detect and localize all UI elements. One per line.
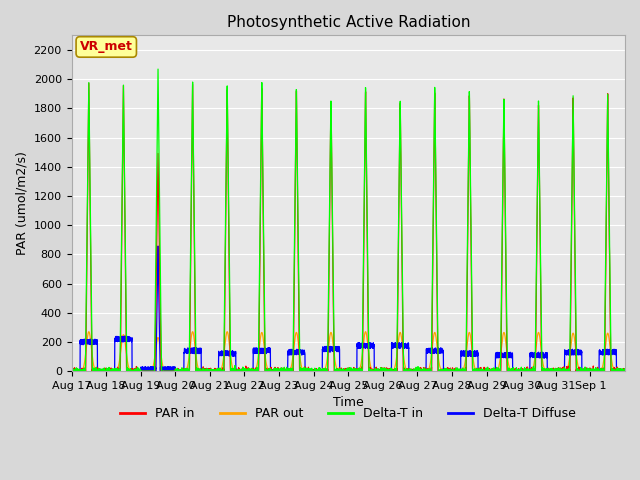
Delta-T Diffuse: [182, 349, 190, 355]
PAR out: [621, 368, 629, 374]
Line: Delta-T Diffuse: Delta-T Diffuse: [72, 246, 625, 371]
Legend: PAR in, PAR out, Delta-T in, Delta-T Diffuse: PAR in, PAR out, Delta-T in, Delta-T Dif…: [115, 402, 581, 425]
Delta-T in: [621, 368, 629, 374]
Delta-T in: [542, 368, 550, 374]
Delta-T Diffuse: [399, 346, 406, 351]
Y-axis label: PAR (umol/m2/s): PAR (umol/m2/s): [15, 151, 28, 255]
PAR out: [541, 368, 549, 373]
PAR out: [500, 330, 508, 336]
X-axis label: Time: Time: [333, 396, 364, 409]
Delta-T Diffuse: [68, 368, 76, 373]
Delta-T in: [154, 66, 162, 72]
Delta-T in: [182, 368, 190, 373]
Delta-T in: [500, 121, 508, 127]
PAR out: [85, 329, 93, 335]
Line: Delta-T in: Delta-T in: [72, 69, 625, 371]
Text: VR_met: VR_met: [80, 40, 132, 53]
PAR in: [542, 368, 550, 374]
Line: PAR out: PAR out: [72, 332, 625, 371]
PAR in: [85, 81, 93, 86]
Delta-T in: [527, 367, 535, 372]
PAR in: [399, 313, 406, 319]
Delta-T Diffuse: [527, 352, 535, 358]
Delta-T Diffuse: [500, 353, 508, 359]
Delta-T in: [68, 368, 76, 374]
PAR in: [182, 368, 190, 374]
PAR out: [527, 368, 535, 373]
PAR out: [399, 344, 406, 349]
PAR in: [527, 368, 535, 374]
PAR in: [68, 368, 76, 374]
Delta-T in: [399, 288, 406, 294]
Title: Photosynthetic Active Radiation: Photosynthetic Active Radiation: [227, 15, 470, 30]
PAR in: [68, 366, 76, 372]
PAR out: [369, 368, 377, 373]
PAR in: [500, 122, 508, 128]
Delta-T in: [68, 367, 76, 373]
PAR out: [182, 367, 190, 372]
Delta-T Diffuse: [621, 368, 629, 374]
PAR in: [621, 368, 629, 374]
Delta-T Diffuse: [369, 341, 377, 347]
Line: PAR in: PAR in: [72, 84, 625, 371]
PAR in: [369, 368, 377, 374]
Delta-T in: [369, 368, 377, 374]
PAR out: [68, 368, 76, 374]
Delta-T Diffuse: [541, 352, 549, 358]
Delta-T Diffuse: [154, 243, 162, 249]
